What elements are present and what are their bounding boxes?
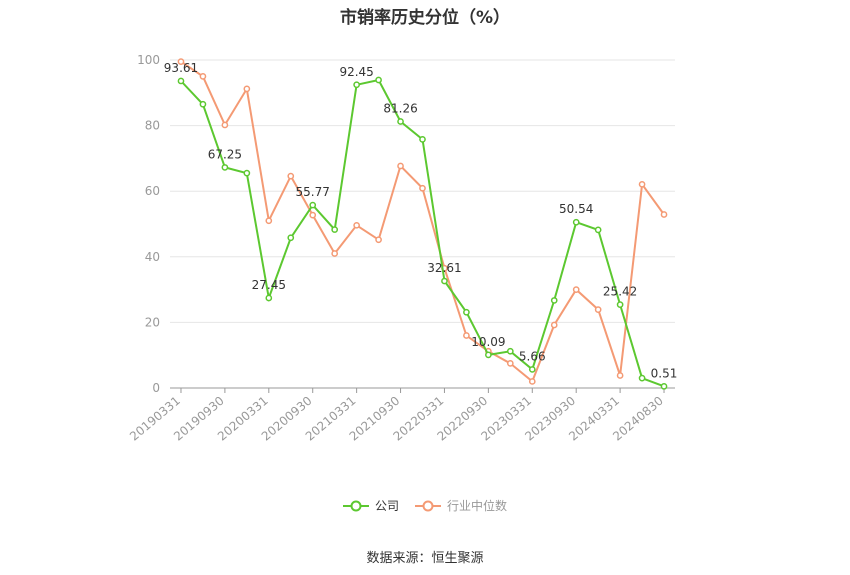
data-label: 50.54 (559, 202, 593, 216)
data-point (287, 172, 295, 180)
data-point (550, 321, 558, 329)
data-point (485, 351, 492, 359)
legend-item-industry-median[interactable]: 行业中位数 (415, 497, 507, 514)
data-point (572, 218, 580, 226)
data-label: 92.45 (339, 65, 373, 79)
data-point (309, 211, 317, 219)
data-point (463, 332, 470, 339)
legend-company-icon (342, 500, 369, 511)
data-point (616, 301, 624, 308)
data-point (594, 306, 602, 313)
data-label: 10.09 (471, 335, 505, 349)
data-label: 25.42 (603, 285, 637, 299)
y-tick-label: 0 (152, 381, 160, 395)
data-point (419, 184, 426, 192)
data-point (243, 85, 251, 93)
data-point (221, 164, 229, 171)
data-label: 55.77 (296, 185, 330, 199)
data-point (199, 73, 207, 80)
data-point (594, 226, 602, 234)
data-point (375, 76, 382, 84)
series-lines (177, 58, 668, 390)
data-point (397, 118, 404, 125)
data-point (463, 308, 470, 316)
chart-title: 市销率历史分位（%） (339, 8, 511, 28)
data-point (265, 217, 273, 225)
data-point (375, 236, 382, 244)
data-point (506, 360, 514, 367)
data-point (331, 226, 339, 233)
legend-company-label: 公司 (374, 499, 399, 513)
data-point (243, 169, 251, 177)
data-point (177, 58, 185, 65)
data-point (309, 201, 317, 209)
data-point (638, 180, 646, 188)
data-point (660, 211, 668, 218)
legend: 公司 行业中位数 (0, 497, 850, 514)
y-tick-label: 80 (145, 119, 160, 133)
data-point (550, 297, 558, 304)
y-tick-label: 20 (145, 315, 160, 329)
y-tick-label: 60 (145, 184, 160, 198)
data-point (660, 382, 668, 390)
data-source: 数据来源：恒生聚源 (366, 551, 484, 566)
data-point (441, 277, 448, 285)
data-point (353, 221, 360, 229)
y-tick-label: 40 (145, 250, 160, 264)
data-point (265, 294, 273, 302)
data-point (221, 121, 229, 129)
data-label: 67.25 (208, 147, 242, 161)
data-point (638, 374, 646, 382)
legend-item-company[interactable]: 公司 (342, 497, 399, 514)
data-point (397, 162, 404, 170)
data-point (199, 100, 207, 108)
data-point (506, 347, 514, 355)
data-point (287, 234, 295, 242)
data-label: 81.26 (383, 101, 417, 115)
data-label: 32.61 (427, 261, 461, 275)
data-label: 93.61 (164, 61, 198, 75)
legend-industry-median-label: 行业中位数 (447, 499, 508, 513)
data-point (177, 77, 185, 85)
data-point (353, 81, 360, 89)
y-tick-label: 100 (137, 53, 160, 67)
data-label: 27.45 (252, 278, 286, 292)
series-line-1 (180, 60, 665, 384)
data-point (528, 378, 536, 385)
data-point (572, 286, 580, 293)
data-label: 0.51 (651, 366, 678, 380)
data-point (528, 366, 536, 373)
data-label: 5.66 (519, 349, 546, 363)
legend-industry-median-icon (415, 500, 441, 511)
data-labels: 93.61 67.25 27.45 55.77 92.45 81.26 32.61 10.09… (164, 61, 678, 380)
data-point (616, 372, 624, 379)
data-point (331, 250, 339, 257)
data-point (419, 136, 426, 143)
